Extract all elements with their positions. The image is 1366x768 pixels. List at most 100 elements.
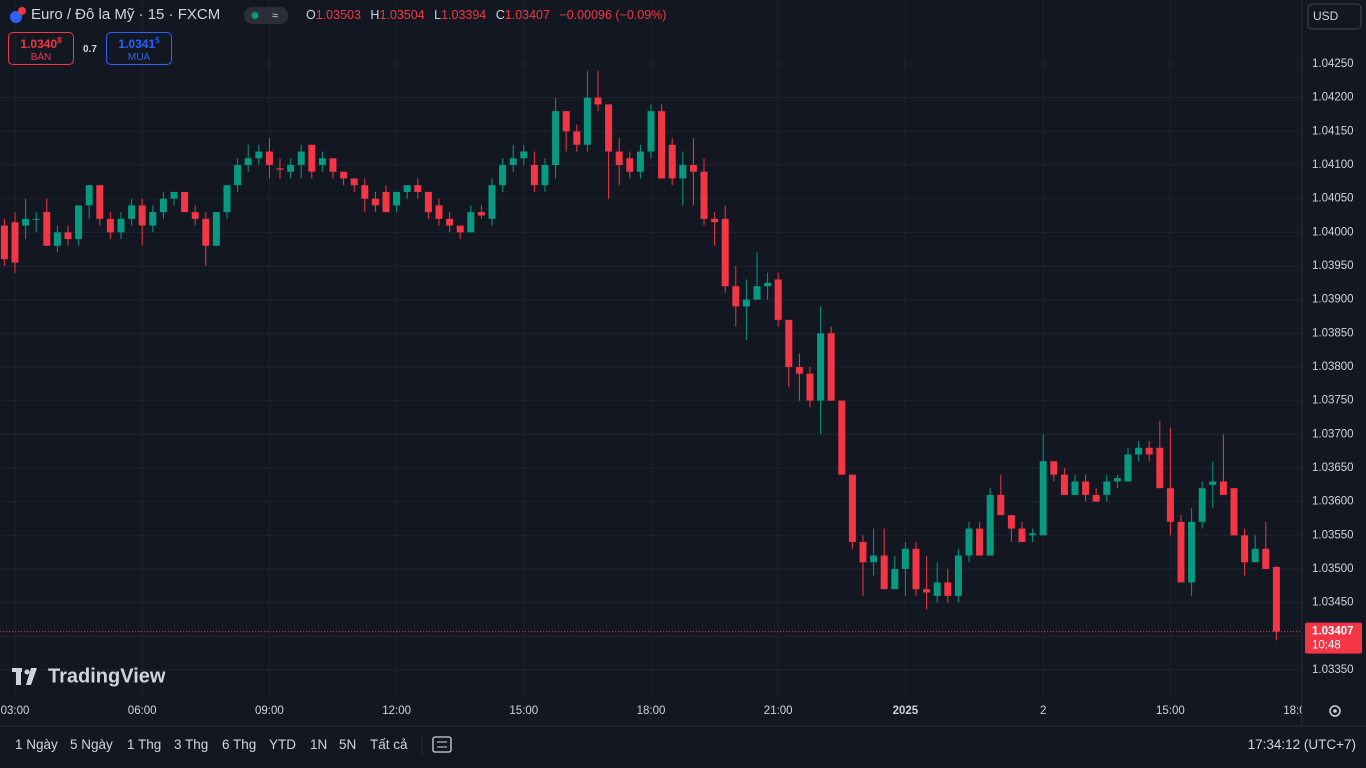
candle-body <box>1124 454 1132 482</box>
candle-body <box>181 191 189 213</box>
settings-icon[interactable] <box>1329 705 1341 717</box>
candle-body <box>1251 548 1259 563</box>
candle-body <box>96 185 104 219</box>
range-button[interactable]: 3 Thg <box>174 737 209 752</box>
candle-body <box>488 185 496 219</box>
symbol-icon <box>10 7 26 23</box>
sell-label: BÁN <box>30 52 52 63</box>
sell-button[interactable]: 1.03408 BÁN <box>8 32 74 65</box>
range-button[interactable]: 6 Thg <box>222 737 257 752</box>
candle-body <box>753 286 761 300</box>
candle-body <box>1166 488 1174 522</box>
candle-body <box>340 171 348 179</box>
sell-sup: 8 <box>57 36 62 45</box>
candle-body <box>234 164 242 186</box>
candle-body <box>1219 481 1227 495</box>
range-button[interactable]: 5 Ngày <box>70 737 113 752</box>
countdown: 10:48 <box>1312 640 1341 652</box>
candle-body <box>732 286 740 307</box>
candle-body <box>912 548 920 590</box>
ohlc-value: 1.03394 <box>441 8 487 22</box>
candle-body <box>43 212 51 246</box>
y-tick-label: 1.03750 <box>1312 395 1354 407</box>
x-tick-label: 15:00 <box>509 705 538 717</box>
y-tick-label: 1.03350 <box>1312 664 1354 676</box>
range-button[interactable]: 1 Thg <box>127 737 162 752</box>
candle-body <box>149 212 157 226</box>
range-button[interactable]: Tất cả <box>370 737 408 752</box>
candle-body <box>668 144 676 179</box>
y-tick-label: 1.03700 <box>1312 428 1354 440</box>
candle-body <box>658 111 666 179</box>
candle-body <box>785 319 793 367</box>
candle-body <box>265 151 273 165</box>
candle-body <box>679 164 687 179</box>
candle-body <box>711 218 719 223</box>
y-tick-label: 1.04100 <box>1312 159 1354 171</box>
candle-body <box>371 198 379 206</box>
candle-body <box>1018 528 1026 543</box>
x-tick-label: 18:00 <box>1283 705 1312 717</box>
x-tick-label: 15:00 <box>1156 705 1185 717</box>
candle-body <box>308 144 316 172</box>
y-tick-label: 1.04250 <box>1312 58 1354 70</box>
candle-body <box>859 542 867 563</box>
range-button[interactable]: YTD <box>269 737 296 752</box>
candle-body <box>806 373 814 401</box>
candle-body <box>1230 488 1238 536</box>
candle-body <box>382 191 390 213</box>
buy-label: MUA <box>127 52 151 63</box>
candle-body <box>244 158 252 165</box>
candle-body <box>318 158 326 165</box>
ohlc-value: 1.03407 <box>504 8 550 22</box>
candle-body <box>848 474 856 543</box>
y-tick-label: 1.03650 <box>1312 462 1354 474</box>
x-tick-label: 06:00 <box>128 705 157 717</box>
currency-button[interactable] <box>1307 3 1362 30</box>
candle-body <box>880 555 888 590</box>
ohlc-label: H <box>370 8 380 22</box>
candle-body <box>212 212 220 246</box>
candle-body <box>795 366 803 374</box>
logo-mark <box>12 668 37 685</box>
range-button[interactable]: 1N <box>310 737 328 752</box>
y-tick-label: 1.03850 <box>1312 327 1354 339</box>
status-wave: ≈ <box>272 10 278 22</box>
candle-body <box>287 164 295 172</box>
candle-body <box>106 218 114 233</box>
candle-body <box>1082 481 1090 495</box>
candle-body <box>891 568 899 590</box>
candle-body <box>689 164 697 172</box>
candle-body <box>1007 515 1015 529</box>
candle-body <box>202 218 210 246</box>
candle-body <box>870 555 878 563</box>
candle-body <box>700 171 708 219</box>
candle-body <box>499 164 507 186</box>
candle-body <box>838 400 846 475</box>
candle-body <box>552 111 560 165</box>
candle-body <box>1198 488 1206 522</box>
range-button[interactable]: 1 Ngày <box>15 737 58 752</box>
ohlc-value: 1.03503 <box>315 8 361 22</box>
date-range-icon[interactable] <box>432 736 452 753</box>
candle-body <box>1177 521 1185 583</box>
candle-body <box>223 185 231 213</box>
candle-body <box>976 528 984 556</box>
candle-body <box>520 151 528 159</box>
candle-body <box>128 205 136 219</box>
range-button[interactable]: 5N <box>339 737 357 752</box>
candle-body <box>75 205 83 240</box>
candle-body <box>297 151 305 165</box>
y-tick-label: 1.04150 <box>1312 125 1354 137</box>
x-tick-label: 18:00 <box>637 705 666 717</box>
candle-body <box>509 158 517 165</box>
y-tick-label: 1.04000 <box>1312 226 1354 238</box>
candle-body <box>1050 461 1058 475</box>
market-status[interactable] <box>244 7 288 24</box>
buy-button[interactable]: 1.03415 MUA <box>106 32 172 65</box>
candle-body <box>159 198 167 213</box>
candle-body <box>32 218 40 220</box>
